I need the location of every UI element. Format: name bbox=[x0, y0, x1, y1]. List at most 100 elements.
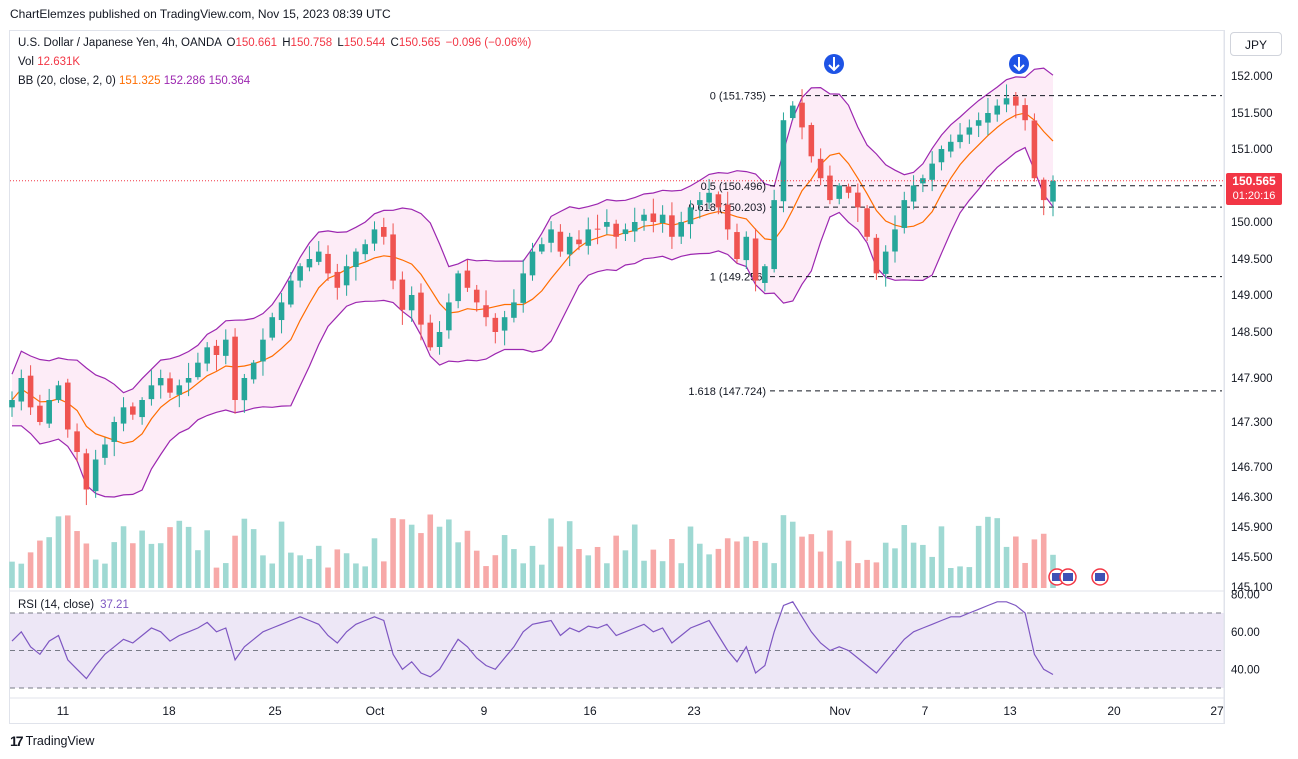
volume-bar bbox=[855, 563, 861, 588]
footer-brand[interactable]: TradingView bbox=[25, 734, 95, 748]
bollinger-basis-line bbox=[11, 112, 1054, 445]
candle-body bbox=[613, 223, 619, 237]
volume-bar bbox=[55, 516, 62, 588]
volume-bar bbox=[511, 549, 517, 588]
l-value: 150.544 bbox=[343, 37, 386, 49]
volume-bar bbox=[74, 531, 80, 588]
volume-bar bbox=[241, 518, 248, 588]
candle-body bbox=[427, 322, 434, 348]
candle-body bbox=[288, 280, 294, 305]
volume-bar bbox=[873, 562, 880, 588]
candle-body bbox=[687, 207, 694, 225]
volume-bar bbox=[594, 546, 601, 588]
bollinger-fill-area bbox=[12, 68, 1053, 497]
volume-bar bbox=[46, 537, 52, 588]
y-tick-label: 147.900 bbox=[1231, 373, 1273, 385]
volume-bar bbox=[929, 556, 935, 588]
volume-bar bbox=[892, 548, 898, 588]
volume-bar bbox=[966, 567, 973, 588]
publisher-info: ChartElemzes published on TradingView.co… bbox=[10, 7, 391, 21]
markers bbox=[824, 54, 1109, 586]
volume-bar bbox=[297, 555, 303, 588]
volume-bar bbox=[529, 545, 536, 588]
currency-button[interactable]: JPY bbox=[1230, 32, 1282, 56]
legend-bb-row: BB (20, close, 2, 0) 151.325 152.286 150… bbox=[18, 72, 531, 91]
tradingview-logo-icon[interactable]: 17 bbox=[10, 733, 24, 749]
volume-bar bbox=[148, 543, 155, 588]
vol-label[interactable]: Vol bbox=[18, 56, 34, 68]
candle-body bbox=[631, 222, 638, 232]
volume-bar bbox=[139, 530, 145, 588]
volume-bar bbox=[1040, 533, 1047, 588]
candle-body bbox=[176, 385, 183, 395]
vol-value: 12.631K bbox=[37, 56, 81, 68]
candle-body bbox=[762, 266, 768, 283]
volume-bar bbox=[1022, 562, 1028, 588]
volume-bar bbox=[325, 567, 331, 588]
candle-body bbox=[511, 302, 517, 318]
volume-bar bbox=[37, 540, 43, 588]
candle-body bbox=[260, 339, 266, 362]
candle-body bbox=[604, 222, 610, 227]
volume-bar bbox=[250, 529, 257, 588]
bb-label[interactable]: BB (20, close, 2, 0) bbox=[18, 75, 116, 87]
candle-body bbox=[436, 332, 443, 347]
candle-body bbox=[399, 279, 406, 310]
candle-body bbox=[855, 192, 861, 208]
candle-body bbox=[697, 200, 703, 205]
candle-body bbox=[1013, 96, 1019, 106]
volume-bar bbox=[288, 552, 294, 588]
candle-body bbox=[994, 105, 1001, 115]
candle-body bbox=[641, 214, 647, 221]
volume-bar bbox=[827, 530, 833, 588]
candle-body bbox=[780, 120, 787, 202]
volume-bar bbox=[985, 516, 991, 588]
candle-body bbox=[111, 422, 118, 442]
flag-icon bbox=[1052, 573, 1062, 581]
candle-body bbox=[1040, 179, 1047, 201]
volume-bar bbox=[957, 566, 963, 588]
volume-bar bbox=[334, 549, 341, 588]
candle-body bbox=[892, 229, 898, 252]
symbol-title[interactable]: U.S. Dollar / Japanese Yen, 4h, OANDA bbox=[18, 37, 222, 49]
candle-body bbox=[771, 200, 777, 270]
volume-bar bbox=[901, 525, 908, 588]
candle-body bbox=[799, 102, 805, 128]
volume-bar bbox=[994, 518, 1001, 588]
rsi-tick-label: 40.00 bbox=[1231, 664, 1260, 676]
volume-bar bbox=[910, 542, 917, 588]
volume-bar bbox=[427, 514, 434, 588]
volume-bar bbox=[539, 564, 545, 588]
candle-body bbox=[408, 295, 415, 311]
candle-body bbox=[576, 239, 582, 245]
candle-body bbox=[250, 362, 257, 380]
y-tick-label: 149.500 bbox=[1231, 254, 1273, 266]
volume-bar bbox=[9, 561, 15, 588]
volume-bar bbox=[585, 555, 592, 588]
candle-body bbox=[148, 385, 155, 400]
candle-body bbox=[464, 270, 471, 288]
bb-basis-value: 151.325 bbox=[119, 75, 161, 87]
o-label: O bbox=[226, 37, 236, 49]
candle-body bbox=[455, 273, 461, 302]
volume-bar bbox=[613, 535, 619, 588]
flag-icon bbox=[1063, 573, 1073, 581]
candle-body bbox=[724, 204, 731, 230]
candle-body bbox=[845, 186, 852, 193]
candle-body bbox=[520, 273, 526, 303]
y-tick-label: 151.000 bbox=[1231, 144, 1273, 156]
volume-bar bbox=[789, 521, 796, 588]
candle-body bbox=[836, 185, 843, 199]
volume-bar bbox=[473, 550, 480, 588]
bollinger-lower-line bbox=[12, 146, 1054, 498]
candle-body bbox=[650, 213, 657, 222]
x-tick-label: 16 bbox=[583, 704, 597, 718]
rsi-label[interactable]: RSI (14, close) bbox=[18, 599, 95, 611]
candle-body bbox=[64, 382, 71, 430]
last-price-label: 150.565 01:20:16 bbox=[1226, 173, 1282, 205]
candle-body bbox=[901, 200, 908, 228]
candle-body bbox=[278, 302, 285, 321]
volume-bar bbox=[436, 526, 443, 588]
volume-bar bbox=[501, 535, 508, 588]
